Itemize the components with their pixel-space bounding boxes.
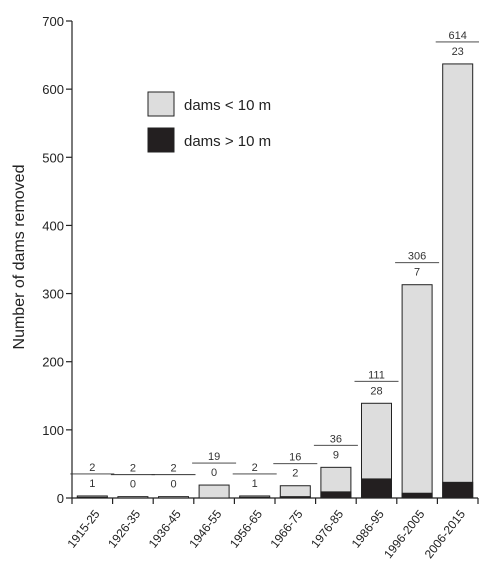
y-tick-label: 700 [42,14,64,29]
annotation-large-dams: 7 [414,267,420,279]
annotation-small-dams: 36 [330,433,342,445]
bar-dams-over-10m [361,478,392,499]
x-tick-label: 1976-85 [308,507,346,551]
bar-dams-under-10m [442,63,474,499]
bars [76,63,474,499]
legend-label: dams < 10 m [184,97,271,114]
annotation-large-dams: 1 [89,478,95,490]
x-tick-label: 1966-75 [268,507,306,551]
annotation-small-dams: 19 [208,451,220,463]
annotation-large-dams: 2 [292,468,298,480]
bar-dams-under-10m [117,496,149,499]
bar-dams-under-10m [158,496,189,499]
legend-swatch [147,127,175,153]
annotation-small-dams: 306 [408,251,426,263]
x-tick-label: 1946-55 [186,507,224,551]
y-axis: 0 100 200 300 400 500 600 700 [42,14,73,506]
annotation-large-dams: 0 [211,467,217,479]
annotation-small-dams: 111 [368,369,385,381]
annotation-large-dams: 28 [370,385,382,397]
annotation-large-dams: 0 [170,479,176,491]
y-tick-label: 600 [42,82,64,97]
annotation-large-dams: 0 [130,479,136,491]
x-tick-label: 1936-45 [146,507,184,551]
annotation-large-dams: 1 [252,478,258,490]
annotation-small-dams: 16 [289,452,301,464]
annotation-large-dams: 9 [333,449,339,461]
y-tick-label: 200 [42,355,64,370]
legend-label: dams > 10 m [184,133,271,150]
bar-dams-under-10m [401,284,433,499]
y-tick-label: 400 [42,218,64,233]
bar-annotations: 2 1 2 0 2 0 19 0 2 1 16 2 36 9 111 28 306 7 614 23 [70,30,479,491]
x-tick-label: 1996-2005 [381,507,428,561]
annotation-small-dams: 2 [89,462,95,474]
annotation-small-dams: 2 [170,463,176,475]
bar-dams-over-10m [279,496,311,499]
bar-dams-under-10m [198,484,230,499]
bar-dams-over-10m [442,481,474,499]
x-tick-label: 2006-2015 [422,507,469,561]
bar-dams-over-10m [320,491,352,499]
x-tick-label: 1915-25 [65,507,103,551]
x-tick-label: 1926-35 [105,507,143,551]
x-tick-label: 1986-95 [349,507,387,551]
y-tick-label: 100 [42,423,64,438]
annotation-small-dams: 614 [449,30,467,42]
annotation-small-dams: 2 [252,462,258,474]
y-tick-label: 300 [42,287,64,302]
bar-dams-over-10m [76,496,108,499]
x-tick-label: 1956-65 [227,507,265,551]
annotation-small-dams: 2 [130,463,136,475]
y-tick-label: 0 [57,491,64,506]
y-axis-label: Number of dams removed [11,165,28,350]
x-axis: 1915-25 1926-35 1936-45 1946-55 1956-65 1966-… [65,497,479,561]
bar-dams-over-10m [239,496,271,499]
legend: dams < 10 m dams > 10 m [147,91,271,153]
y-tick-label: 500 [42,150,64,165]
legend-swatch [147,91,175,117]
bar-dams-over-10m [401,492,433,499]
annotation-large-dams: 23 [452,46,464,58]
